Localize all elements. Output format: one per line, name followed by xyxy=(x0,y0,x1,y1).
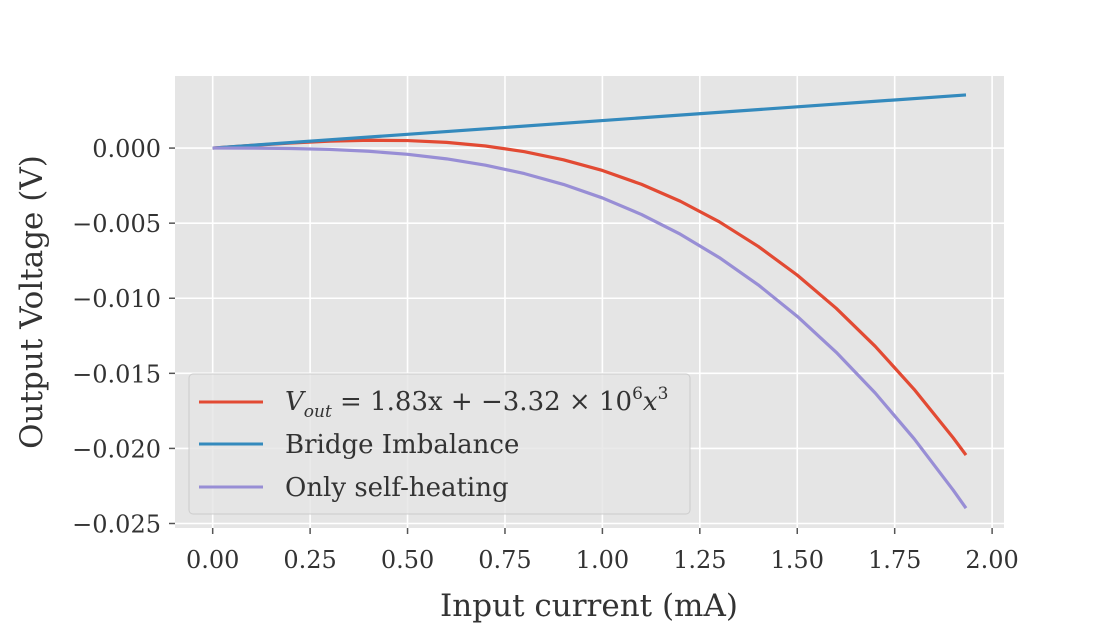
x-tick-label: 1.25 xyxy=(673,546,726,574)
x-tick-label: 0.25 xyxy=(283,546,336,574)
x-tick-label: 1.75 xyxy=(868,546,921,574)
series-line-self-heating xyxy=(212,146,968,510)
series-line-bridge-imbalance xyxy=(212,93,967,150)
y-axis-ticks: 0.000 −0.005 −0.010 −0.015 −0.020 −0.025 xyxy=(72,135,175,538)
legend-label-bridge: Bridge Imbalance xyxy=(285,430,519,460)
y-tick-label: −0.005 xyxy=(72,210,161,238)
x-tick-label: 1.00 xyxy=(576,546,629,574)
x-axis-ticks: 0.00 0.25 0.50 0.75 1.00 1.25 1.50 1.75 2.00 xyxy=(186,528,1019,574)
x-tick-label: 0.75 xyxy=(478,546,531,574)
x-tick-label: 1.50 xyxy=(771,546,824,574)
legend: Vout = 1.83x + −3.32 × 106x3 Bridge Imba… xyxy=(188,373,691,515)
legend-box xyxy=(188,373,691,515)
y-axis-label: Output Voltage (V) xyxy=(14,155,50,449)
series-line-fit xyxy=(212,138,968,456)
legend-label-self-heating: Only self-heating xyxy=(285,473,509,503)
x-tick-label: 2.00 xyxy=(965,546,1018,574)
x-tick-label: 0.00 xyxy=(186,546,239,574)
legend-label-fit: Vout = 1.83x + −3.32 × 106x3 xyxy=(285,384,668,422)
y-tick-label: −0.025 xyxy=(72,510,161,538)
x-tick-label: 0.50 xyxy=(381,546,434,574)
y-tick-label: −0.015 xyxy=(72,360,161,388)
series-lines xyxy=(212,93,968,510)
y-tick-label: −0.020 xyxy=(72,435,161,463)
y-tick-label: 0.000 xyxy=(92,135,161,163)
y-tick-label: −0.010 xyxy=(72,285,161,313)
x-axis-label: Input current (mA) xyxy=(440,588,738,624)
